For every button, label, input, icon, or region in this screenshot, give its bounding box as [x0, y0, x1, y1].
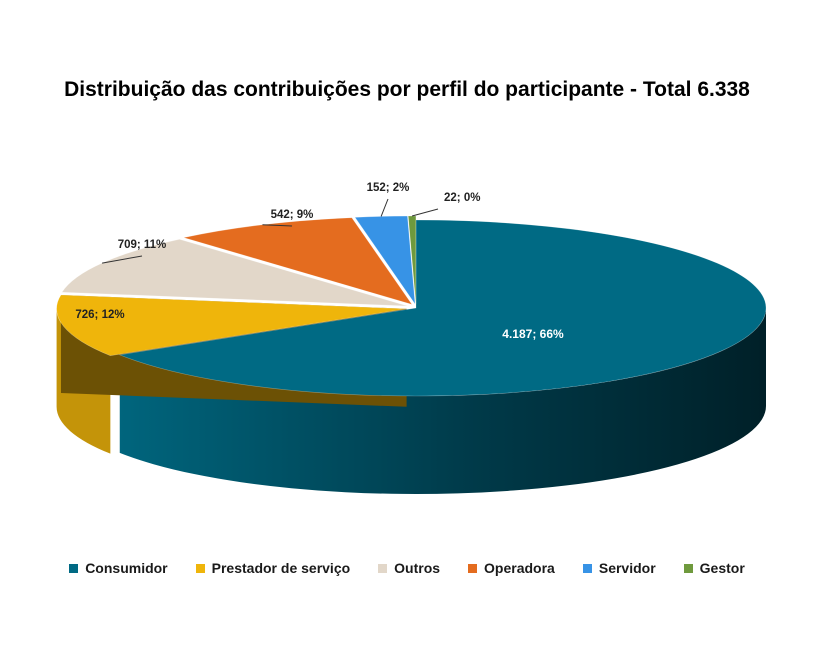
legend-item-prestador-de-servi-o: Prestador de serviço	[195, 560, 351, 576]
pie-side-consumidor	[119, 308, 766, 494]
data-label-consumidor: 4.187; 66%	[502, 327, 564, 341]
legend-item-consumidor: Consumidor	[69, 560, 168, 576]
chart-legend: Consumidor Prestador de serviço Outros Oper…	[0, 560, 814, 576]
chart-title: Distribuição das contribuições por perfi…	[64, 78, 750, 101]
legend-label-outros: Outros	[394, 560, 441, 576]
legend-item-operadora: Operadora	[468, 560, 555, 576]
data-label-prestador-de-servi-o: 726; 12%	[75, 309, 124, 321]
pie-slice-prestador-de-servi-o	[56, 294, 407, 356]
legend-swatch-prestador-de-servi-o	[195, 563, 205, 573]
legend-item-gestor: Gestor	[683, 560, 745, 576]
legend-item-outros: Outros	[378, 560, 440, 576]
legend-swatch-gestor	[683, 563, 693, 573]
data-label-outros: 709; 11%	[118, 239, 167, 251]
data-label-servidor: 152; 2%	[367, 182, 410, 194]
legend-label-prestador-de-servi-o: Prestador de serviço	[211, 560, 351, 576]
data-label-operadora: 542; 9%	[271, 209, 314, 221]
legend-swatch-operadora	[468, 563, 478, 573]
legend-label-servidor: Servidor	[598, 560, 656, 576]
legend-label-operadora: Operadora	[484, 560, 555, 576]
leader-line-outros	[101, 255, 143, 264]
legend-item-servidor: Servidor	[582, 560, 656, 576]
leader-line-operadora	[262, 224, 293, 227]
leader-line-gestor	[411, 208, 439, 217]
legend-label-gestor: Gestor	[699, 560, 745, 576]
legend-swatch-outros	[378, 563, 388, 573]
leader-line-servidor	[380, 198, 389, 217]
legend-swatch-servidor	[582, 563, 592, 573]
pie-slice-consumidor	[118, 219, 767, 397]
legend-label-consumidor: Consumidor	[85, 560, 168, 576]
pie-slice-servidor	[354, 215, 416, 306]
data-label-gestor: 22; 0%	[444, 192, 480, 204]
legend-swatch-consumidor	[69, 563, 79, 573]
